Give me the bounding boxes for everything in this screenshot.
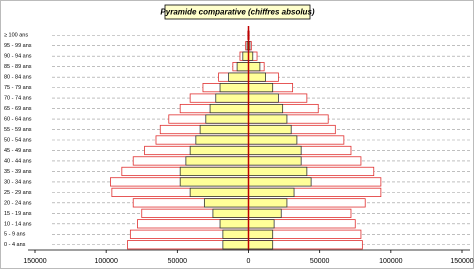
bar [249, 230, 273, 238]
y-tick-label: 90 - 94 ans [4, 54, 32, 60]
y-tick-label: 95 - 99 ans [4, 43, 32, 49]
bar [206, 115, 249, 123]
bar [190, 188, 248, 196]
bar [196, 136, 249, 144]
y-tick-label: 60 - 64 ans [4, 117, 32, 123]
bar [249, 125, 292, 133]
bar [249, 209, 282, 217]
y-tick-label: 55 - 59 ans [4, 127, 32, 133]
y-tick-label: 10 - 14 ans [4, 221, 32, 227]
bar [249, 104, 283, 112]
x-tick-label: 150000 [450, 258, 473, 265]
y-tick-label: 45 - 49 ans [4, 148, 32, 154]
bar [249, 146, 302, 154]
bar [249, 157, 302, 165]
x-tick-label: 50000 [168, 258, 188, 265]
y-tick-label: 75 - 79 ans [4, 85, 32, 91]
bar [210, 104, 248, 112]
bar [204, 199, 248, 207]
x-tick-label: 100000 [94, 258, 117, 265]
x-tick-label: 0 [247, 258, 251, 265]
bar [220, 220, 248, 228]
y-tick-label: ≥ 100 ans [4, 33, 28, 39]
bar [180, 178, 248, 186]
bar [216, 94, 249, 102]
y-tick-label: 40 - 44 ans [4, 158, 32, 164]
bar [249, 178, 312, 186]
bar [249, 241, 273, 249]
chart-title: Pyramide comparative (chiffres absolus) [160, 8, 314, 17]
x-tick-label: 50000 [310, 258, 330, 265]
y-tick-label: 85 - 89 ans [4, 64, 32, 70]
bar [249, 188, 295, 196]
bar [249, 62, 260, 70]
y-tick-label: 65 - 69 ans [4, 106, 32, 112]
bar [223, 241, 249, 249]
bar [180, 167, 248, 175]
bar [213, 209, 249, 217]
bar [249, 73, 266, 81]
x-tick-label: 150000 [23, 258, 46, 265]
bar [186, 157, 249, 165]
bar [249, 199, 287, 207]
bar [237, 62, 248, 70]
y-tick-label: 0 - 4 ans [4, 242, 26, 248]
y-tick-label: 50 - 54 ans [4, 137, 32, 143]
y-tick-label: 15 - 19 ans [4, 211, 32, 217]
y-tick-label: 80 - 84 ans [4, 75, 32, 81]
x-tick-label: 100000 [379, 258, 402, 265]
bar [243, 52, 249, 60]
bar [249, 115, 287, 123]
y-tick-label: 70 - 74 ans [4, 96, 32, 102]
y-tick-label: 5 - 9 ans [4, 232, 26, 238]
bar [249, 83, 273, 91]
y-tick-label: 25 - 29 ans [4, 190, 32, 196]
bar [249, 220, 275, 228]
bar [249, 136, 297, 144]
bar [249, 167, 307, 175]
y-tick-label: 30 - 34 ans [4, 179, 32, 185]
y-tick-label: 35 - 39 ans [4, 169, 32, 175]
bar [220, 83, 248, 91]
bar [200, 125, 248, 133]
y-tick-label: 20 - 24 ans [4, 200, 32, 206]
bar [229, 73, 249, 81]
bar [249, 94, 279, 102]
bar [190, 146, 248, 154]
bar [223, 230, 249, 238]
